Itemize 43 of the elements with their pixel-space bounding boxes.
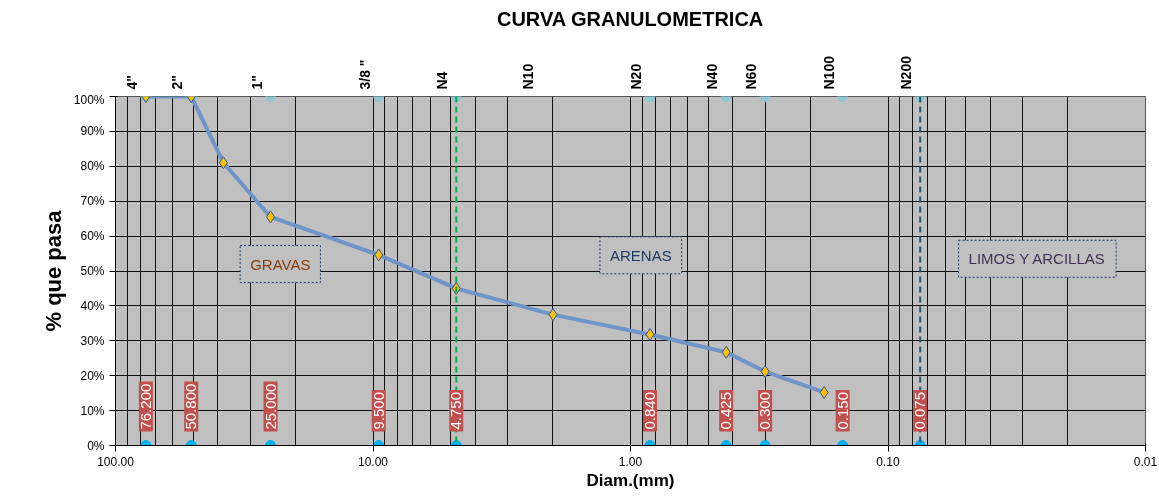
x-tick-label: 0.01 — [1133, 454, 1158, 469]
annotation: 0.300 — [756, 391, 774, 430]
annotation: 1" — [248, 75, 265, 90]
y-tick-label: 10% — [80, 403, 105, 418]
annotation: N4 — [434, 71, 451, 90]
text: N10 — [519, 63, 536, 90]
annotation: N100 — [820, 55, 837, 90]
y-tick-label: 0% — [87, 438, 105, 453]
annotation: 2" — [169, 75, 186, 90]
x-tick-label: 100.00 — [97, 454, 135, 469]
annotation: 9.500 — [369, 391, 387, 430]
annotation: 0.425 — [717, 391, 735, 430]
annotation: N200 — [898, 55, 915, 90]
annotation: N20 — [628, 63, 644, 90]
x-tick-label: 0.10 — [876, 454, 900, 469]
chart-title: CURVA GRANULOMETRICA — [496, 7, 764, 30]
y-tick-label: 30% — [80, 333, 105, 348]
annotation: LIMOS Y ARCILLAS — [968, 250, 1105, 268]
x-tick-label: 10.00 — [357, 454, 389, 469]
y-tick-label: 60% — [80, 229, 105, 244]
y-axis-title: % que pasa — [40, 209, 66, 332]
annotation: 0.075 — [911, 391, 929, 430]
y-tick-label: 100% — [73, 92, 105, 107]
annotation: 4" — [123, 75, 140, 90]
annotation: 4.750 — [447, 391, 465, 430]
annotation: N60 — [743, 63, 760, 90]
y-tick-label: 80% — [80, 159, 105, 174]
annotation: ARENAS — [609, 246, 672, 264]
annotation: GRAVAS — [250, 255, 311, 273]
y-tick-label: 90% — [80, 124, 105, 139]
annotation: 25.000 — [261, 383, 279, 430]
annotation: 0.840 — [641, 391, 658, 430]
annotation: 76.200 — [136, 383, 154, 430]
annotation: 3/8 " — [356, 59, 373, 90]
y-tick-label: 50% — [80, 264, 105, 278]
annotation: 0.150 — [833, 391, 851, 430]
y-tick-label: 20% — [80, 368, 105, 383]
y-tick-label: 40% — [80, 298, 105, 313]
annotation: N40 — [704, 63, 721, 90]
annotation: 50.800 — [182, 383, 200, 430]
y-tick-label: 70% — [80, 194, 105, 209]
x-axis-title: Diam.(mm) — [586, 470, 675, 490]
x-tick-label: 1.00 — [618, 454, 643, 469]
